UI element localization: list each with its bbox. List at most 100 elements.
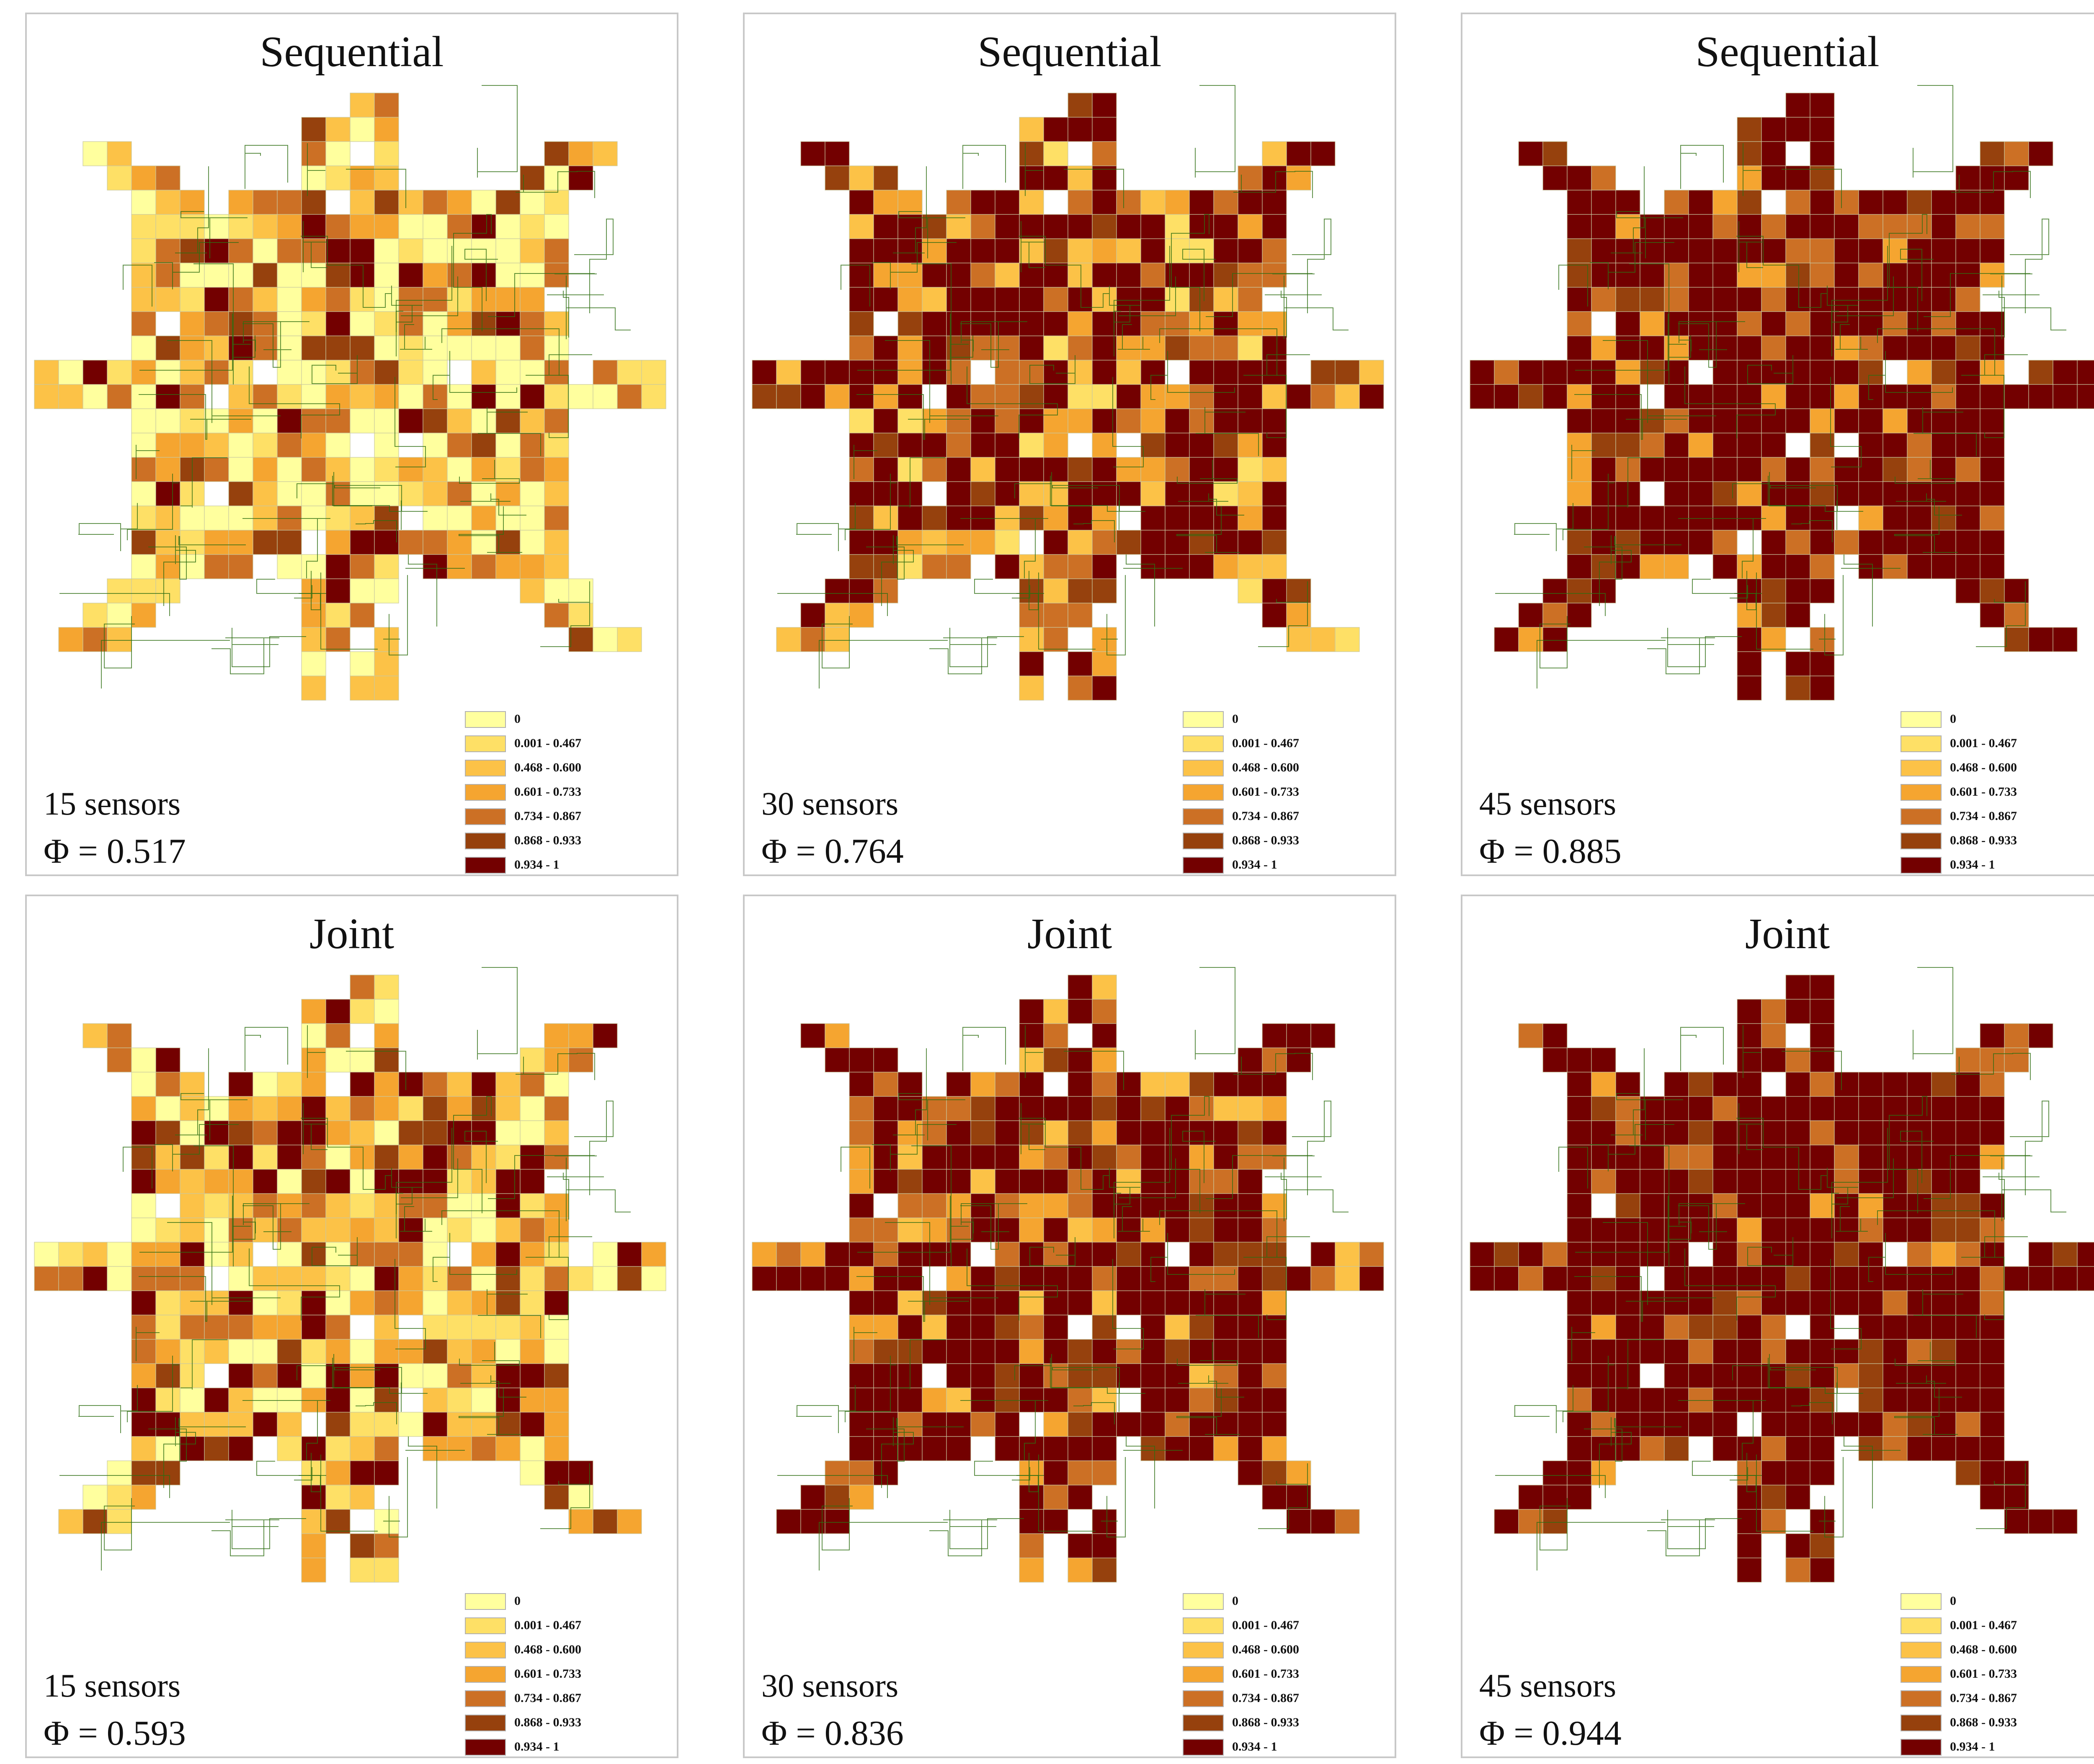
grid-cell: [1542, 603, 1568, 628]
grid-cell: [873, 190, 898, 215]
grid-cell: [107, 1509, 132, 1534]
road-line: [488, 1155, 597, 1199]
grid-cell: [1542, 1242, 1568, 1267]
grid-cell: [301, 1096, 326, 1121]
legend-label: 0.868 - 0.933: [514, 1715, 581, 1729]
grid-cell: [1189, 433, 1214, 458]
grid-cell: [1189, 1096, 1214, 1121]
legend-swatch: [1183, 1690, 1224, 1707]
grid-cell: [447, 287, 472, 312]
grid-cell: [1955, 1217, 1981, 1243]
grid-cell: [1310, 1242, 1336, 1267]
legend-label: 0.001 - 0.467: [1950, 1618, 2017, 1632]
grid-cell: [1980, 1120, 2005, 1145]
road-line: [1679, 321, 1745, 351]
grid-cell: [1810, 554, 1835, 579]
road-line: [1292, 1101, 1331, 1195]
grid-cell: [1165, 457, 1190, 482]
grid-cell: [1737, 1558, 1762, 1583]
grid-cell: [131, 578, 156, 603]
grid-cell: [1883, 433, 1908, 458]
grid-cell: [1567, 1242, 1592, 1267]
panel-title: Joint: [1745, 910, 1830, 958]
grid-cell: [471, 335, 496, 361]
road-line: [477, 967, 518, 1060]
legend-swatch: [1901, 1617, 1942, 1634]
grid-cell: [1189, 481, 1214, 506]
legend-label: 0.734 - 0.867: [1950, 1691, 2017, 1705]
grid-cell: [83, 603, 108, 628]
grid-cell: [1116, 1363, 1141, 1388]
grid-cell: [1955, 238, 1981, 263]
grid-cell: [897, 1387, 923, 1413]
grid-cell: [1286, 165, 1311, 191]
road-line: [1114, 1128, 1170, 1238]
road-line: [127, 474, 179, 540]
grid-cell: [1931, 505, 1956, 531]
grid-cell: [1213, 1120, 1238, 1145]
grid-cell: [946, 1412, 971, 1437]
grid-cell: [1980, 1096, 2005, 1121]
grid-cell: [1165, 1096, 1190, 1121]
legend-item: 0.734 - 0.867: [465, 808, 632, 827]
grid-cell: [1092, 1193, 1117, 1218]
grid-cell: [1834, 1169, 1859, 1194]
grid-cell: [495, 1217, 521, 1243]
grid-cell: [1785, 1558, 1810, 1583]
grid-cell: [1189, 360, 1214, 385]
grid-cell: [1262, 1096, 1287, 1121]
road-line: [1844, 1436, 1873, 1509]
road-line: [101, 1522, 230, 1571]
grid-cell: [1189, 1193, 1214, 1218]
road-line: [1976, 1463, 2026, 1529]
grid-cell: [1567, 360, 1592, 385]
grid-cell: [873, 1339, 898, 1364]
grid-cell: [1810, 335, 1835, 361]
grid-cell: [873, 1120, 898, 1145]
grid-cell: [1165, 214, 1190, 239]
road-line: [346, 1051, 406, 1090]
road-line: [1563, 1356, 1614, 1422]
grid-cell: [568, 1047, 593, 1073]
grid-cell: [301, 214, 326, 239]
grid-cell: [1310, 141, 1336, 166]
grid-cell: [1712, 1339, 1738, 1364]
grid-cell: [1213, 335, 1238, 361]
grid-cell: [1785, 117, 1810, 142]
grid-cell: [1640, 554, 1665, 579]
grid-cell: [1140, 1436, 1166, 1461]
grid-cell: [398, 263, 423, 288]
grid-cell: [922, 1339, 947, 1364]
grid-cell: [180, 554, 205, 579]
road-line: [301, 1118, 391, 1190]
grid-cell: [277, 1363, 302, 1388]
grid-cell: [1591, 360, 1616, 385]
grid-cell: [350, 578, 375, 603]
map-panel-sequential-15: Sequential 15 sensors Φ = 0.517 0 0.001 -…: [25, 13, 678, 876]
road-line: [1495, 1475, 1606, 1498]
grid-cell: [1567, 1217, 1592, 1243]
grid-cell: [374, 287, 399, 312]
road-line: [1112, 1259, 1144, 1349]
grid-cell: [1810, 457, 1835, 482]
road-line: [872, 1124, 957, 1171]
grid-cell: [544, 214, 569, 239]
coverage-grid-map: [752, 967, 1384, 1583]
grid-cell: [423, 530, 448, 555]
coverage-grid-map: [1470, 967, 2094, 1583]
legend-item: 0: [465, 711, 632, 730]
grid-cell: [1834, 1242, 1859, 1267]
grid-cell: [180, 1290, 205, 1315]
grid-cell: [1213, 1315, 1238, 1340]
grid-cell: [1591, 1217, 1616, 1243]
grid-cell: [471, 287, 496, 312]
grid-cell: [155, 214, 181, 239]
panel-title: Joint: [309, 910, 395, 958]
grid-cell: [544, 1047, 569, 1073]
grid-cell: [1092, 263, 1117, 288]
grid-cell: [1262, 1047, 1287, 1073]
grid-cell: [1092, 1072, 1117, 1097]
grid-cell: [301, 1533, 326, 1558]
grid-cell: [2077, 1266, 2094, 1291]
legend-swatch: [465, 1666, 506, 1683]
